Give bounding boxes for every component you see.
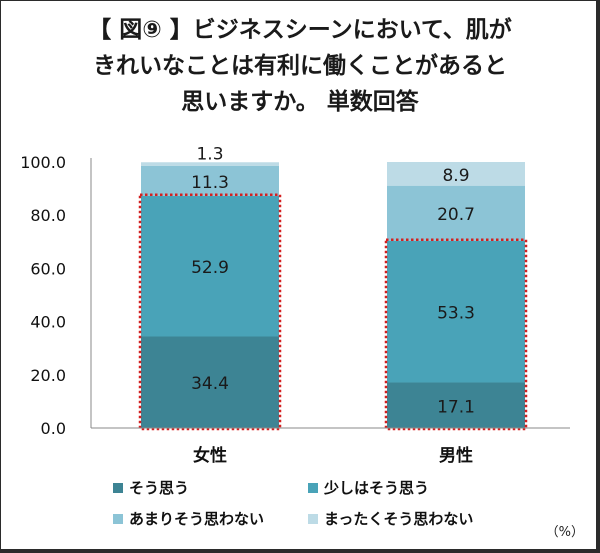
bar-segment [387,162,525,186]
title-line-3: 思いますか。 単数回答 [181,89,419,115]
category-label: 女性 [193,445,227,466]
bar-segment [387,185,525,241]
legend-swatch [113,483,123,493]
highlight-box [138,193,282,431]
category-label: 男性 [439,445,473,466]
title-line-1: 【 図⑨ 】ビジネスシーンにおいて、肌が [88,17,512,43]
bar-segment [387,240,525,383]
highlight-box [384,238,528,431]
data-label: 1.3 [196,144,223,164]
unit-label: （%） [545,525,584,540]
legend-label: あまりそう思わない [129,510,264,528]
data-label: 34.4 [191,374,229,394]
y-tick-label: 100.0 [20,153,66,172]
bar-segment [141,162,279,166]
data-label: 20.7 [437,205,475,225]
y-tick-label: 80.0 [30,206,66,225]
data-label: 17.1 [437,397,475,417]
bar-segment [141,336,279,428]
legend-label: そう思う [129,479,189,497]
legend-label: 少しはそう思う [323,479,429,497]
y-tick-label: 60.0 [30,259,66,278]
data-label: 11.3 [191,173,229,193]
legend-swatch [308,483,318,493]
data-label: 8.9 [442,166,469,186]
y-tick-label: 0.0 [41,419,66,438]
bar-segment [141,165,279,196]
y-tick-label: 20.0 [30,366,66,385]
y-tick-label: 40.0 [30,313,66,332]
legend-label: まったくそう思わない [324,510,473,528]
legend-swatch [113,514,123,524]
data-label: 52.9 [191,258,229,278]
legend-swatch [308,514,318,524]
title-line-2: きれいなことは有利に働くことがあると [93,53,507,79]
data-label: 53.3 [437,304,475,324]
bar-segment [141,195,279,337]
bar-segment [387,382,525,428]
chart-title: 【 図⑨ 】ビジネスシーンにおいて、肌が きれいなことは有利に働くことがあると … [0,12,600,120]
